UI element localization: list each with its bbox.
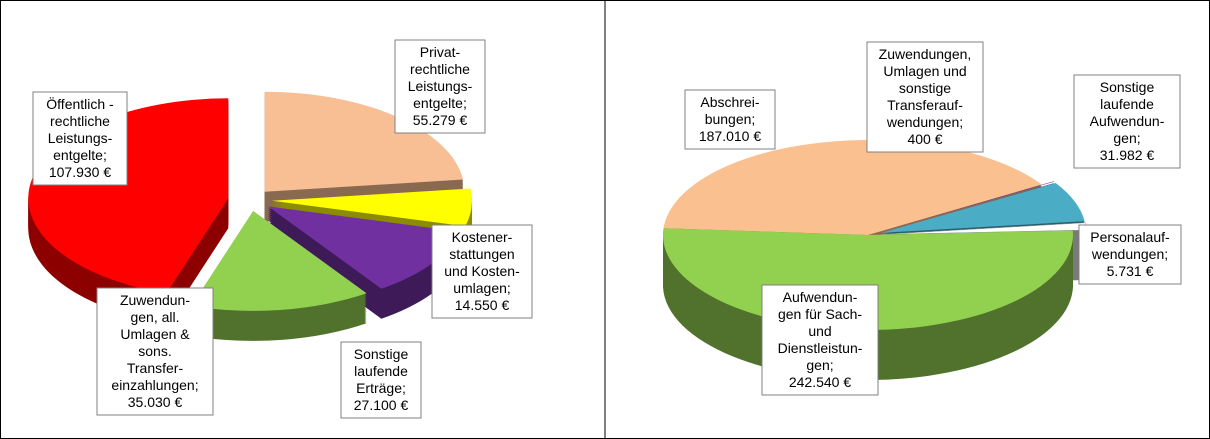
category-label: Kostener-stattungen und Kosten-umlagen;	[444, 229, 520, 296]
value-label: 31.982 €	[1100, 147, 1155, 163]
category-label: Sonstige laufende Aufwendun-gen;	[1090, 79, 1165, 146]
label-box	[394, 39, 486, 134]
label-box	[431, 224, 533, 319]
label-box	[340, 341, 422, 419]
label-box	[761, 284, 879, 396]
value-label: 400 €	[907, 131, 942, 147]
category-label: Privat-rechtliche Leistungs-entgelte;	[408, 44, 473, 111]
value-label: 187.010 €	[699, 128, 761, 144]
slice	[264, 91, 464, 192]
value-label: 14.550 €	[455, 297, 510, 313]
value-label: 27.100 €	[354, 397, 409, 413]
label-box	[1073, 74, 1181, 169]
category-label: Personalauf-wendungen;	[1090, 229, 1170, 262]
slice	[881, 182, 1085, 233]
value-label: 55.279 €	[413, 112, 468, 128]
category-label: Abschrei-bungen;	[700, 94, 759, 127]
slice	[271, 188, 472, 227]
category-label: Zuwendungen, Umlagen und sonstige Transfera…	[879, 46, 972, 130]
slice	[879, 181, 1055, 232]
label-box	[1078, 224, 1182, 285]
slice	[191, 210, 367, 311]
value-label: 242.540 €	[789, 374, 851, 390]
value-label: 5.731 €	[1107, 263, 1154, 279]
label-box	[96, 287, 214, 416]
value-label: 107.930 €	[49, 164, 111, 180]
value-label: 35.030 €	[128, 394, 183, 410]
slice	[663, 140, 1042, 235]
slice	[267, 206, 462, 289]
category-label: Öffentlich -rechtliche Leistungs-entgelte…	[46, 95, 114, 163]
category-label: Aufwendun-gen für Sach-und Dienstleistun-…	[778, 289, 863, 373]
label-box	[32, 91, 128, 186]
category-label: Zuwendun-gen, all. Umlagen & sons. Transfer…	[111, 292, 198, 393]
category-label: Sonstige laufende Erträge;	[354, 346, 409, 396]
label-box	[866, 41, 984, 153]
label-box	[684, 89, 776, 150]
